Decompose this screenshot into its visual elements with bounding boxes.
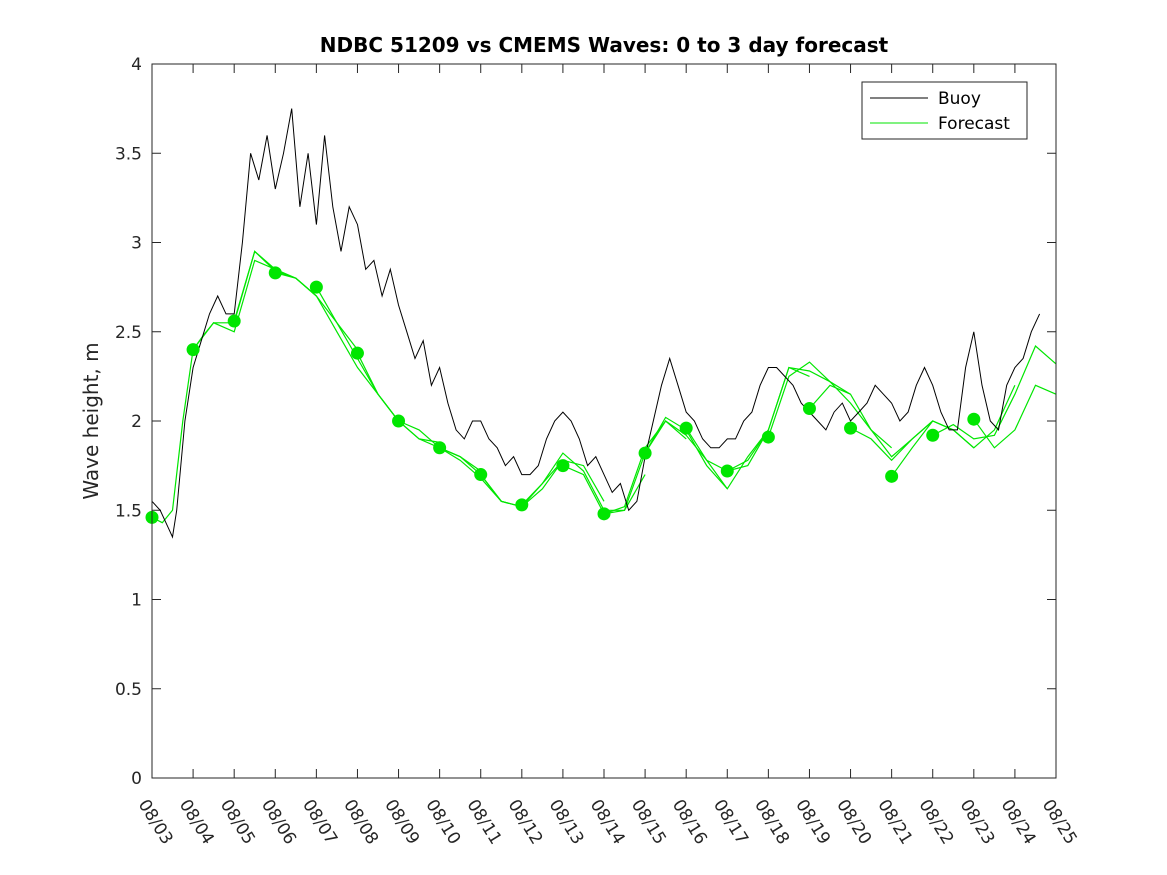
- x-tick-label: 08/03: [134, 796, 177, 848]
- forecast-start-marker: [268, 266, 282, 280]
- chart-title: NDBC 51209 vs CMEMS Waves: 0 to 3 day fo…: [320, 33, 889, 57]
- forecast-start-marker: [556, 459, 570, 473]
- forecast-start-marker: [638, 446, 652, 460]
- forecast-start-marker: [597, 507, 611, 521]
- x-tick-label: 08/13: [545, 796, 588, 848]
- x-tick-label: 08/04: [175, 796, 218, 848]
- x-tick-label: 08/10: [421, 796, 464, 848]
- legend-box: [861, 81, 1028, 140]
- forecast-start-marker: [350, 346, 364, 360]
- forecast-start-marker: [515, 498, 529, 512]
- forecast-start-marker: [186, 343, 200, 357]
- y-tick-label: 1: [131, 591, 142, 611]
- forecast-series: [151, 250, 1057, 524]
- forecast-start-marker: [885, 469, 899, 483]
- forecast-start-marker: [227, 314, 241, 328]
- y-axis-label: Wave height, m: [79, 342, 103, 499]
- x-tick-label: 08/22: [914, 796, 957, 848]
- axis-ticks: [151, 63, 1057, 779]
- x-tick-labels: 08/0308/0408/0508/0608/0708/0808/0908/10…: [134, 796, 1081, 848]
- x-tick-label: 08/19: [791, 796, 834, 848]
- legend: Buoy Forecast: [861, 81, 1028, 140]
- forecast-start-marker: [967, 412, 981, 426]
- forecast-start-marker: [679, 421, 693, 435]
- y-tick-label: 2: [131, 412, 142, 432]
- x-tick-label: 08/05: [216, 796, 259, 848]
- buoy-series: [151, 108, 1041, 539]
- forecast-start-marker: [802, 402, 816, 416]
- y-tick-label: 0: [131, 769, 142, 789]
- legend-buoy-label: Buoy: [938, 89, 981, 109]
- forecast-start-marker: [392, 414, 406, 428]
- x-tick-label: 08/17: [709, 796, 752, 848]
- x-tick-label: 08/16: [668, 796, 711, 848]
- x-tick-label: 08/21: [873, 796, 916, 848]
- x-tick-label: 08/07: [298, 796, 341, 848]
- y-tick-label: 1.5: [115, 501, 142, 521]
- y-tick-label: 0.5: [115, 680, 142, 700]
- forecast-line: [973, 384, 1057, 449]
- forecast-line: [932, 345, 1057, 440]
- y-tick-label: 3: [131, 234, 142, 254]
- plot-background: [152, 64, 1056, 778]
- x-tick-label: 08/11: [462, 796, 505, 848]
- plot-frame: [151, 63, 1057, 779]
- x-tick-label: 08/09: [380, 796, 423, 848]
- forecast-start-marker: [844, 421, 858, 435]
- legend-forecast-label: Forecast: [938, 114, 1010, 134]
- x-tick-label: 08/12: [504, 796, 547, 848]
- forecast-start-marker: [720, 464, 734, 478]
- x-tick-label: 08/18: [750, 796, 793, 848]
- y-tick-labels: 0 0.5 1 1.5 2 2.5 3 3.5 4: [115, 55, 142, 789]
- x-tick-label: 08/24: [997, 796, 1040, 848]
- x-tick-label: 08/08: [339, 796, 382, 848]
- x-tick-label: 08/15: [627, 796, 670, 848]
- buoy-line: [151, 108, 1041, 539]
- forecast-line: [644, 416, 769, 490]
- forecast-start-marker: [926, 428, 940, 442]
- x-tick-label: 08/14: [586, 796, 629, 848]
- forecast-start-marker: [433, 441, 447, 455]
- y-tick-label: 3.5: [115, 144, 142, 164]
- forecast-start-marker: [761, 430, 775, 444]
- x-tick-label: 08/06: [257, 796, 300, 848]
- x-tick-label: 08/20: [832, 796, 875, 848]
- y-tick-label: 2.5: [115, 323, 142, 343]
- x-tick-label: 08/23: [956, 796, 999, 848]
- forecast-start-markers: [145, 266, 981, 524]
- x-tick-label: 08/25: [1038, 796, 1081, 848]
- forecast-start-marker: [474, 468, 488, 482]
- y-tick-label: 4: [131, 55, 142, 75]
- forecast-start-marker: [309, 280, 323, 294]
